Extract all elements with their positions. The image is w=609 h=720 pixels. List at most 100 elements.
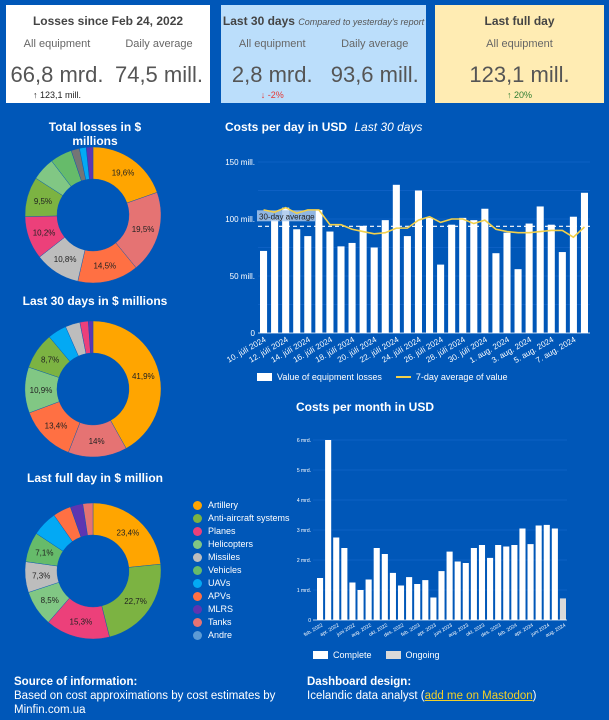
card-title: Losses since Feb 24, 2022 <box>6 14 210 28</box>
day-bar <box>470 220 478 333</box>
month-bar <box>527 544 534 620</box>
y-tick-label: 5 mrd. <box>297 468 311 474</box>
day-bar <box>293 229 301 333</box>
legend-label: Anti-aircraft systems <box>208 513 290 523</box>
legend-item[interactable]: Vehicles <box>193 564 290 577</box>
donut-chart: 41,9% 14% 13,4% 10,9% 8,7% <box>24 320 162 458</box>
legend-label: Tanks <box>208 617 232 627</box>
metric-value: 123,1 mill. <box>469 62 570 87</box>
legend-dot-icon <box>193 631 202 640</box>
kpi-metric: All equipment 123,1 mill. ↑ 20% <box>435 38 604 100</box>
legend-item[interactable]: Missiles <box>193 551 290 564</box>
day-bar <box>492 253 500 333</box>
legend-swatch-ongoing <box>385 651 401 659</box>
legend-dot-icon <box>193 618 202 627</box>
card-title: Last 30 days Compared to yesterday's rep… <box>221 14 426 28</box>
month-bar <box>373 548 380 620</box>
kpi-metric: Daily average 74,5 mill. <box>108 38 210 90</box>
legend-dot-icon <box>193 553 202 562</box>
month-bar <box>422 580 429 620</box>
month-bar <box>454 561 461 620</box>
month-bar <box>406 577 413 620</box>
month-bar <box>349 582 356 620</box>
monthly-legend: Complete Ongoing <box>313 650 440 660</box>
legend-item[interactable]: Andre <box>193 629 290 642</box>
legend-label: MLRS <box>208 604 234 614</box>
legend-item[interactable]: APVs <box>193 590 290 603</box>
y-tick-label: 50 mill. <box>230 272 255 281</box>
day-bar <box>392 184 400 333</box>
y-tick-label: 2 mrd. <box>297 558 311 564</box>
donut-chart: 23,4% 22,7% 15,3% 8,5% 7,3% 7,1% <box>24 502 162 640</box>
pie-slice <box>92 320 162 449</box>
legend-label: UAVs <box>208 578 231 588</box>
y-tick-label: 0 <box>308 618 311 624</box>
y-tick-label: 1 mrd. <box>297 588 311 594</box>
month-bar <box>559 598 566 620</box>
legend-label: APVs <box>208 591 231 601</box>
legend-dot-icon <box>193 605 202 614</box>
month-bar <box>414 584 421 620</box>
legend-dot-icon <box>193 514 202 523</box>
month-bar <box>357 590 364 620</box>
day-bar <box>348 242 356 333</box>
legend-swatch-line <box>395 376 411 378</box>
card-subtitle: Compared to yesterday's report <box>298 17 425 27</box>
day-bar <box>569 216 577 333</box>
legend-label-line: 7-day average of value <box>415 372 508 382</box>
legend-item[interactable]: Anti-aircraft systems <box>193 512 290 525</box>
legend-dot-icon <box>193 540 202 549</box>
day-bar <box>414 190 422 333</box>
day-bar <box>326 231 334 333</box>
day-bar <box>481 208 489 333</box>
legend-label: Artillery <box>208 500 239 510</box>
slice-label: 10,8% <box>54 255 77 264</box>
metric-delta: ↑ 20% <box>435 90 604 100</box>
month-bar <box>462 563 469 620</box>
slice-label: 14,5% <box>93 262 116 271</box>
day-bar <box>403 236 411 333</box>
day-bar <box>503 232 511 333</box>
legend-label-bars: Value of equipment losses <box>277 372 382 382</box>
day-bar <box>525 223 533 333</box>
metric-delta: ↑ 123,1 mill. <box>6 90 108 100</box>
metric-value: 93,6 mill. <box>330 62 419 87</box>
legend-item[interactable]: Tanks <box>193 616 290 629</box>
month-bar <box>438 571 445 620</box>
legend-item[interactable]: Helicopters <box>193 538 290 551</box>
metric-label: All equipment <box>486 38 553 50</box>
slice-label: 19,6% <box>112 169 135 178</box>
month-bar <box>535 525 542 620</box>
legend-item[interactable]: Planes <box>193 525 290 538</box>
y-tick-label: 6 mrd. <box>297 438 311 444</box>
slice-label: 8,7% <box>41 356 59 365</box>
legend-item[interactable]: MLRS <box>193 603 290 616</box>
month-bar <box>478 545 486 620</box>
slice-label: 13,4% <box>45 422 68 431</box>
day-bar <box>426 217 434 333</box>
legend-item[interactable]: UAVs <box>193 577 290 590</box>
daily-title-text: Costs per day in USD <box>225 120 348 134</box>
arrow-up-icon: ↑ <box>32 90 40 100</box>
card-title-text: Last full day <box>484 14 555 28</box>
month-bar <box>551 528 558 620</box>
month-bar <box>317 578 324 620</box>
month-bar <box>503 546 510 620</box>
day-bar <box>359 225 367 333</box>
day-bar <box>271 219 279 333</box>
legend-item[interactable]: Artillery <box>193 499 290 512</box>
legend-swatch-bars <box>257 373 272 381</box>
metric-delta-text: 123,1 mill. <box>39 90 82 100</box>
day-bar <box>437 264 445 333</box>
slice-label: 10,9% <box>30 386 53 395</box>
day-bar <box>580 192 588 333</box>
day-bar <box>337 246 345 333</box>
slice-label: 7,3% <box>32 572 50 581</box>
metric-value: 66,8 mrd. <box>10 62 104 87</box>
month-bar <box>511 545 518 620</box>
footer-source: Source of information: Based on cost app… <box>14 675 284 717</box>
month-bar <box>519 528 526 620</box>
day-bar <box>370 247 378 333</box>
daily-legend: Value of equipment losses 7-day average … <box>257 372 507 382</box>
mastodon-link[interactable]: add me on Mastodon <box>424 690 533 702</box>
